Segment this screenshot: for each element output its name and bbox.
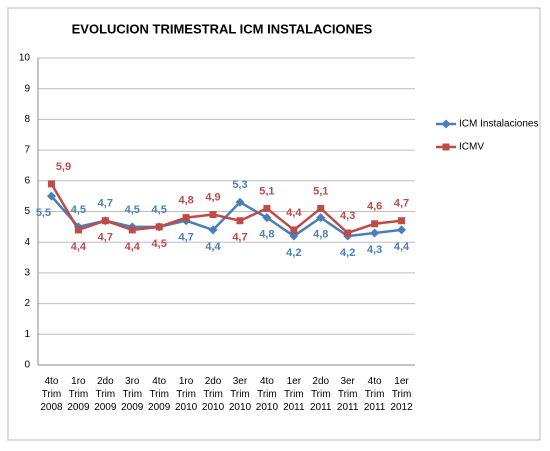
value-label: 4,5 [125, 204, 140, 216]
y-tick-label: 3 [24, 268, 30, 279]
value-label: 4,4 [394, 241, 410, 253]
value-label: 4,7 [394, 198, 409, 210]
x-tick-label: 2do Trim 2009 [94, 376, 117, 413]
value-label: 4,3 [367, 244, 382, 256]
legend-marker [442, 143, 450, 151]
y-tick-label: 2 [24, 298, 30, 309]
value-label: 4,8 [259, 229, 274, 241]
y-tick-label: 10 [19, 53, 31, 64]
point [263, 204, 271, 212]
value-label: 4,9 [205, 191, 220, 203]
value-label: 4,8 [313, 229, 328, 241]
y-tick-label: 7 [24, 145, 30, 156]
value-label: 5,1 [259, 185, 274, 197]
value-label: 4,8 [178, 195, 193, 207]
x-tick-label: 3er Trim 2010 [229, 376, 252, 413]
legend-label: ICM Instalaciones [459, 119, 538, 130]
x-tick-label: 4to Trim 2010 [256, 376, 279, 413]
point [236, 217, 244, 225]
value-label: 4,2 [340, 247, 355, 259]
point [47, 180, 55, 188]
point [74, 226, 82, 234]
x-tick-label: 2do Trim 2010 [202, 376, 225, 413]
chart-title: EVOLUCION TRIMESTRAL ICM INSTALACIONES [72, 21, 373, 36]
y-tick-label: 5 [24, 206, 30, 217]
x-tick-label: 2do Trim 2011 [310, 376, 332, 413]
x-tick-label: 3er Trim 2011 [337, 376, 359, 413]
value-label: 4,4 [205, 241, 221, 253]
value-label: 5,3 [232, 179, 247, 191]
x-tick-label: 4to Trim 2011 [364, 376, 386, 413]
y-tick-label: 4 [24, 237, 30, 248]
point [209, 211, 217, 219]
point [155, 223, 163, 231]
legend-label: ICMV [459, 142, 484, 153]
y-tick-label: 6 [24, 175, 30, 186]
point [290, 226, 298, 234]
point [262, 213, 272, 223]
x-tick-label: 1ro Trim 2010 [175, 376, 198, 413]
point [289, 231, 299, 241]
point [371, 220, 379, 228]
value-label: 4,6 [367, 201, 382, 213]
x-tick-label: 4to Trim 2008 [40, 376, 63, 413]
value-label: 5,9 [56, 161, 71, 173]
value-label: 4,5 [71, 204, 86, 216]
point [344, 229, 352, 237]
value-label: 4,5 [152, 204, 167, 216]
value-label: 4,4 [125, 241, 141, 253]
y-tick-label: 1 [24, 329, 30, 340]
value-label: 4,4 [286, 207, 302, 219]
value-label: 4,2 [286, 247, 301, 259]
value-label: 4,7 [178, 232, 193, 244]
series-line [50, 183, 402, 235]
x-tick-label: 4to Trim 2009 [148, 376, 171, 413]
point [397, 225, 407, 235]
point [128, 226, 136, 234]
point [46, 191, 56, 201]
x-tick-label: 3ro Trim 2009 [121, 376, 144, 413]
point [317, 204, 325, 212]
value-label: 4,3 [340, 210, 355, 222]
value-label: 4,7 [98, 232, 113, 244]
point [370, 228, 380, 238]
y-tick-label: 8 [24, 114, 30, 125]
value-label: 5,1 [313, 185, 328, 197]
value-label: 4,7 [232, 232, 247, 244]
point [182, 214, 190, 222]
point [208, 225, 218, 235]
legend-marker [441, 119, 451, 129]
point [398, 217, 406, 225]
x-tick-label: 1er Trim 2011 [283, 376, 305, 413]
value-label: 4,5 [152, 238, 167, 250]
point [101, 217, 109, 225]
value-label: 5,5 [36, 207, 51, 219]
value-label: 4,7 [98, 198, 113, 210]
x-tick-label: 1er Trim 2012 [390, 376, 413, 413]
value-label: 4,4 [71, 241, 87, 253]
y-tick-label: 9 [24, 83, 30, 94]
point [316, 213, 326, 223]
y-tick-label: 0 [24, 360, 30, 371]
x-tick-label: 1ro Trim 2009 [67, 376, 90, 413]
point [235, 197, 245, 207]
